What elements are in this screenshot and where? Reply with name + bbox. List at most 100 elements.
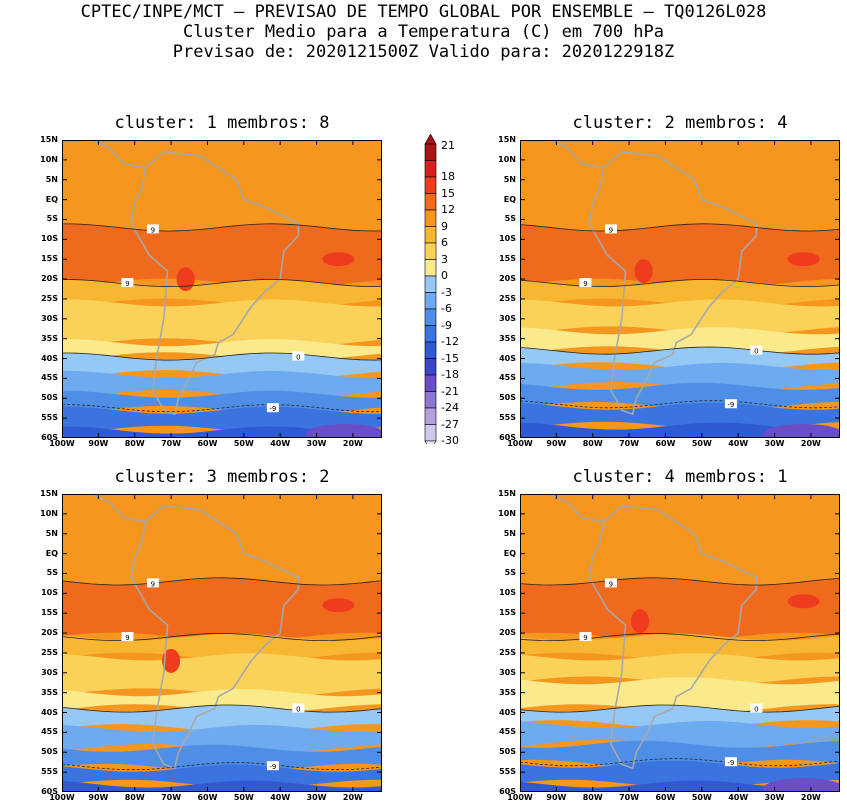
- coastline: [588, 505, 758, 770]
- lon-tick-label: 60W: [197, 793, 218, 802]
- lat-tick-label: 45S: [41, 727, 58, 737]
- svg-text:0: 0: [754, 348, 758, 356]
- lat-tick-label: 25S: [41, 293, 58, 303]
- lon-tick-label: 80W: [124, 439, 145, 448]
- svg-text:-9: -9: [269, 763, 276, 771]
- lat-tick-label: EQ: [45, 548, 58, 558]
- lat-tick-label: 15N: [40, 135, 58, 144]
- hot-spot: [176, 267, 195, 292]
- colorbar-label: -6: [441, 302, 452, 315]
- lat-tick-label: 20S: [41, 274, 58, 284]
- svg-text:9: 9: [125, 280, 129, 288]
- lat-tick-label: 55S: [41, 413, 58, 423]
- colorbar-swatch: [424, 176, 437, 194]
- lon-tick-label: 40W: [270, 793, 291, 802]
- lat-tick-label: 40S: [41, 353, 58, 363]
- isotherm-m9: [62, 762, 382, 771]
- lon-tick-label: 90W: [88, 439, 109, 448]
- lat-tick-label: 5S: [46, 568, 58, 578]
- lon-tick-label: 100W: [49, 793, 75, 802]
- lat-tick-label: 10N: [498, 508, 516, 518]
- isotherm-9-south: [62, 279, 382, 288]
- colorbar-swatch: [424, 242, 437, 260]
- colorbar-label: -15: [441, 351, 459, 365]
- coastline-central-america: [547, 140, 604, 169]
- lat-tick-label: 10N: [40, 508, 58, 518]
- lat-tick-label: 15S: [41, 608, 58, 618]
- header-line-1: CPTEC/INPE/MCT – PREVISAO DE TEMPO GLOBA…: [80, 2, 767, 22]
- field-6-9: [62, 633, 382, 662]
- colorbar-label: -12: [441, 335, 459, 348]
- panel-title: cluster: 4 membros: 1: [572, 467, 788, 487]
- colorbar-label: -21: [441, 384, 459, 398]
- lon-tick-label: 80W: [582, 439, 603, 448]
- lat-tick-label: 20S: [41, 628, 58, 638]
- lat-tick-label: 10S: [499, 588, 516, 598]
- lon-tick-label: 50W: [233, 793, 254, 802]
- field-m12-m9: [520, 760, 840, 789]
- lat-tick-label: 25S: [41, 647, 58, 657]
- map-frame: [520, 140, 840, 438]
- lat-tick-label: 30S: [499, 313, 516, 323]
- svg-text:9: 9: [609, 580, 613, 588]
- hot-spot-ocean: [322, 252, 355, 267]
- lat-tick-label: 10N: [40, 154, 58, 164]
- lat-tick-label: 35S: [41, 333, 58, 343]
- lon-tick-label: 20W: [342, 793, 363, 802]
- lon-tick-label: 100W: [49, 439, 75, 448]
- lat-tick-label: 50S: [499, 747, 516, 757]
- lat-tick-label: 10N: [498, 154, 516, 164]
- isotherm-0: [520, 346, 840, 355]
- lat-tick-label: 45S: [41, 373, 58, 383]
- lat-tick-label: 45S: [499, 727, 516, 737]
- contour-label-9: 9: [121, 632, 134, 642]
- colorbar-swatch: [424, 325, 437, 343]
- lon-tick-label: 30W: [764, 793, 785, 802]
- lat-tick-label: 5S: [46, 214, 58, 224]
- lon-tick-label: 70W: [619, 439, 640, 448]
- colorbar-label: -9: [441, 318, 452, 332]
- isotherm-0: [62, 352, 382, 361]
- lat-tick-label: 15S: [41, 254, 58, 264]
- colorbar-swatch: [424, 193, 437, 211]
- temperature-map: 9 9 0 -9: [520, 140, 840, 438]
- isotherm-9-north: [520, 577, 840, 586]
- lon-tick-label: 50W: [233, 439, 254, 448]
- map-frame: [62, 140, 382, 438]
- svg-text:9: 9: [609, 226, 613, 234]
- field-m9-m6: [520, 740, 840, 769]
- contour-label-9: 9: [146, 224, 159, 234]
- field-3-6: [520, 299, 840, 336]
- lon-tick-label: 50W: [691, 793, 712, 802]
- svg-text:9: 9: [125, 634, 129, 642]
- svg-text:-9: -9: [727, 759, 734, 767]
- colorbar-label: 15: [441, 186, 455, 200]
- lat-tick-label: 55S: [41, 767, 58, 777]
- hot-spot-ocean: [787, 252, 820, 267]
- isotherm-m9: [62, 404, 382, 413]
- lat-tick-label: 55S: [499, 767, 516, 777]
- contour-label-m9: -9: [724, 757, 737, 767]
- lat-tick-label: 60S: [41, 433, 58, 442]
- hot-spot-ocean: [322, 598, 355, 613]
- field-m12-m9: [62, 406, 382, 435]
- lon-tick-label: 30W: [764, 439, 785, 448]
- colorbar-swatch: [424, 226, 437, 244]
- colorbar-swatch: [424, 424, 437, 442]
- lat-tick-label: EQ: [503, 548, 516, 558]
- isotherm-0: [62, 704, 382, 713]
- lat-tick-label: 15N: [498, 135, 516, 144]
- isotherm-m9: [520, 758, 840, 767]
- hot-spot: [634, 259, 653, 284]
- colorbar-label: 18: [441, 170, 455, 183]
- lat-tick-label: 35S: [499, 687, 516, 697]
- svg-text:0: 0: [296, 354, 300, 362]
- field-12-15: [62, 577, 382, 642]
- field-m3-0: [520, 705, 840, 729]
- field-12-15: [520, 223, 840, 288]
- colorbar-label: 12: [441, 203, 455, 216]
- colorbar-swatch: [424, 341, 437, 359]
- lon-tick-label: 60W: [655, 439, 676, 448]
- colorbar-label: -30: [441, 434, 459, 447]
- panel-title: cluster: 3 membros: 2: [114, 467, 330, 487]
